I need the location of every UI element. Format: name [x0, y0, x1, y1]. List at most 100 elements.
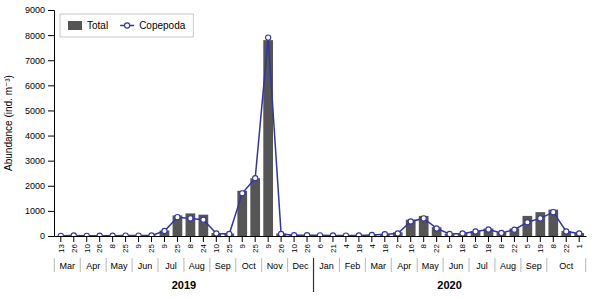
marker [291, 233, 296, 236]
x-tick: 16 [407, 236, 416, 253]
x-tick: 10 [83, 236, 92, 253]
marker [110, 233, 115, 236]
x-tick: 25 [251, 236, 260, 253]
marker [58, 233, 63, 236]
x-tick-label: 9 [264, 243, 273, 248]
x-axis: 1326102682592592582410259259261026621418… [55, 236, 587, 253]
x-tick-mark [255, 236, 256, 242]
x-tick-mark [73, 236, 74, 242]
y-tick: 2000 [25, 181, 54, 191]
y-tick-label: 4000 [25, 131, 45, 141]
marker [551, 210, 556, 215]
x-tick-label: 18 [484, 243, 493, 252]
x-tick-label: 26 [70, 243, 79, 252]
month-label: Jun [138, 261, 153, 271]
x-tick-mark [268, 236, 269, 242]
line [61, 38, 579, 236]
y-tick-mark [48, 10, 54, 11]
y-tick-mark [48, 236, 54, 237]
x-tick-mark [125, 236, 126, 242]
x-tick-label: 18 [355, 243, 364, 252]
month-divider [235, 258, 236, 272]
x-tick: 18 [484, 236, 493, 253]
x-tick-label: 25 [173, 243, 182, 252]
y-tick-label: 9000 [25, 5, 45, 15]
y-tick-mark [48, 60, 54, 61]
x-tick: 26 [95, 236, 104, 253]
marker [123, 233, 128, 236]
x-tick: 21 [329, 236, 338, 253]
x-tick: 5 [523, 236, 532, 248]
month-divider [209, 258, 210, 272]
x-tick: 8 [108, 236, 117, 248]
marker [253, 176, 258, 181]
month-label: Feb [345, 261, 361, 271]
x-tick: 8 [186, 236, 195, 248]
legend-label: Total [87, 20, 108, 31]
marker [97, 233, 102, 236]
x-tick-label: 10 [290, 243, 299, 252]
month-divider [365, 258, 366, 272]
x-tick-label: 4 [368, 243, 377, 248]
year-label: 2020 [437, 279, 461, 291]
x-tick-mark [60, 236, 61, 242]
bar [522, 216, 532, 236]
month-divider [520, 258, 521, 272]
x-tick-mark [99, 236, 100, 242]
y-tick-mark [48, 136, 54, 137]
y-tick: 6000 [25, 81, 54, 91]
y-tick-label: 5000 [25, 106, 45, 116]
x-tick-mark [527, 236, 528, 242]
y-axis: 0100020003000400050006000700080009000 [25, 5, 55, 241]
marker [188, 216, 193, 221]
month-divider [183, 258, 184, 272]
marker [577, 231, 582, 236]
x-tick-label: 4 [342, 243, 351, 248]
marker [240, 191, 245, 196]
x-tick-mark [475, 236, 476, 242]
x-tick-label: 25 [147, 243, 156, 252]
month-label: Dec [293, 261, 310, 271]
month-divider [443, 258, 444, 272]
legend-label: Copepoda [139, 20, 186, 31]
marker [421, 216, 426, 221]
month-label: Jul [476, 261, 488, 271]
month-label: Jul [165, 261, 177, 271]
x-tick-mark [151, 236, 152, 242]
x-tick-label: 25 [225, 243, 234, 252]
x-tick: 5 [445, 236, 454, 248]
y-tick: 4000 [25, 131, 54, 141]
data-marks [56, 35, 584, 236]
x-tick-mark [190, 236, 191, 242]
legend-swatch [68, 21, 82, 30]
x-tick: 2 [394, 236, 403, 248]
y-tick-mark [48, 35, 54, 36]
month-divider [417, 258, 418, 272]
x-tick-mark [436, 236, 437, 242]
month-divider [158, 258, 159, 272]
category-groups: MarAprMayJunJulAugSepOctNovDecJanFebMarA… [54, 258, 585, 292]
month-divider [391, 258, 392, 272]
x-tick-label: 8 [549, 243, 558, 248]
month-divider [469, 258, 470, 272]
legend-box [60, 14, 193, 37]
marker [227, 231, 232, 236]
x-tick: 10 [212, 236, 221, 253]
marker [473, 229, 478, 234]
x-tick: 9 [160, 236, 169, 248]
month-label: Apr [86, 261, 100, 271]
marker [149, 233, 154, 236]
legend: Total Copepoda [60, 14, 193, 37]
marker [447, 231, 452, 236]
year-divider [313, 258, 314, 292]
x-tick-label: 26 [277, 243, 286, 252]
month-label: May [111, 261, 129, 271]
x-tick: 6 [471, 236, 480, 248]
x-tick-mark [384, 236, 385, 242]
plot-root: 0100020003000400050006000700080009000Abu… [3, 5, 587, 292]
month-label: Oct [559, 261, 574, 271]
x-tick: 18 [381, 236, 390, 253]
x-tick: 9 [264, 236, 273, 248]
x-tick: 24 [199, 236, 208, 253]
x-tick-mark [397, 236, 398, 242]
